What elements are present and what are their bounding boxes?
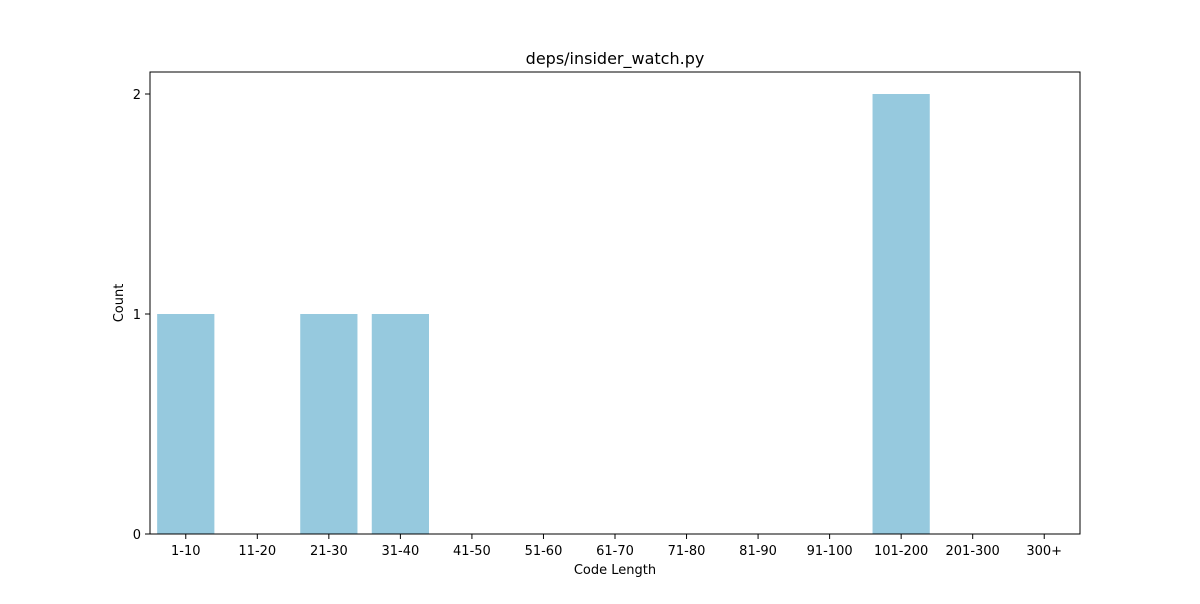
x-tick-label: 11-20 (238, 544, 276, 559)
bar-21-30 (300, 314, 358, 534)
x-tick-label: 51-60 (525, 544, 563, 559)
plot-area-frame (149, 71, 1081, 535)
x-tick-label: 41-50 (453, 544, 491, 559)
y-axis-label: Count (112, 284, 127, 323)
bar-1-10 (157, 314, 215, 534)
chart-title: deps/insider_watch.py (526, 49, 705, 69)
x-tick-label: 61-70 (596, 544, 634, 559)
x-tick-label: 1-10 (171, 544, 201, 559)
x-tick-label: 31-40 (381, 544, 419, 559)
y-tick-label: 1 (133, 308, 141, 323)
bars-layer (157, 94, 930, 534)
y-tick-label: 0 (133, 528, 141, 543)
x-tick-label: 81-90 (739, 544, 777, 559)
x-tick-label: 201-300 (946, 544, 1000, 559)
x-tick-label: 300+ (1026, 544, 1062, 559)
x-tick-label: 71-80 (668, 544, 706, 559)
x-tick-label: 101-200 (874, 544, 928, 559)
x-tick-label: 91-100 (807, 544, 853, 559)
y-tick-label: 2 (133, 88, 141, 103)
bar-101-200 (872, 94, 930, 534)
y-axis-ticks: 0 1 2 (133, 88, 150, 543)
x-axis-ticks: 1-10 11-20 21-30 31-40 41-50 51-60 61-70 71-80 8… (171, 534, 1062, 559)
x-tick-label: 21-30 (310, 544, 348, 559)
x-axis-label: Code Length (574, 563, 656, 578)
bar-31-40 (371, 314, 429, 534)
